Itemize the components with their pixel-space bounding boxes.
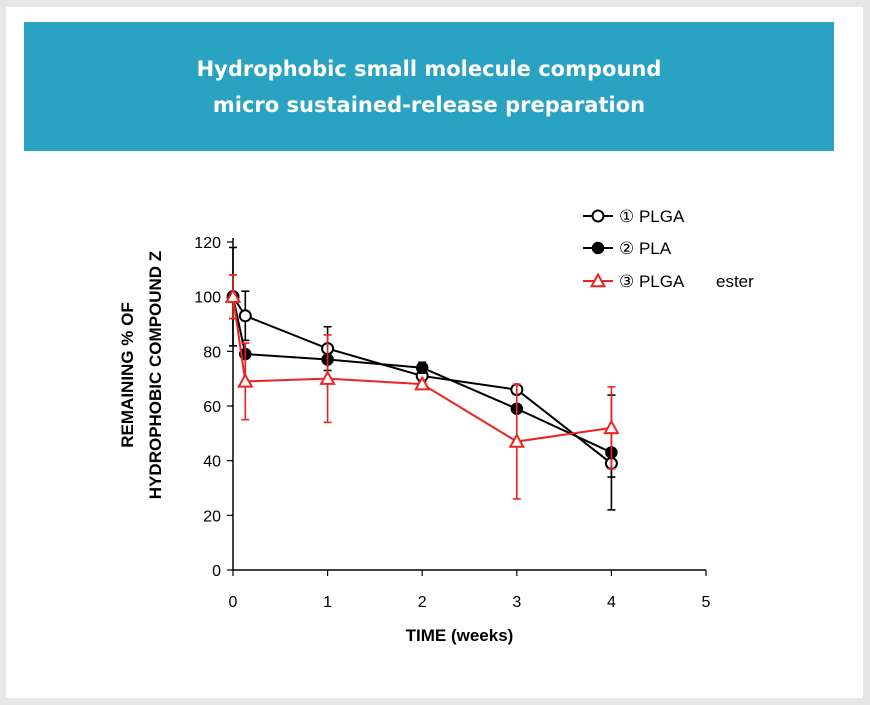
y-tick-label: 20 <box>203 508 221 525</box>
y-tick-label: 0 <box>212 563 221 580</box>
y-tick-label: 80 <box>203 344 221 361</box>
x-tick-label: 3 <box>512 594 521 611</box>
y-axis-label-line-2: HYDROPHOBIC COMPOUND Z <box>146 251 165 499</box>
series-line-3 <box>232 296 612 443</box>
data-point <box>238 309 252 323</box>
series-line-2 <box>232 296 612 454</box>
banner-title-line-1: Hydrophobic small molecule compound <box>196 56 662 81</box>
data-point <box>414 375 431 391</box>
x-tick-label: 0 <box>229 594 238 611</box>
data-point <box>237 372 254 388</box>
x-axis-label: TIME (weeks) <box>406 626 514 645</box>
legend-label: ③ PLGA <box>619 272 685 291</box>
x-tick-label: 4 <box>607 594 616 611</box>
data-point <box>603 419 620 435</box>
data-point <box>508 432 525 448</box>
y-axis-label-line-1: REMAINING % OF <box>118 302 137 447</box>
x-tick-label: 1 <box>323 594 332 611</box>
data-point <box>224 288 242 303</box>
y-tick-label: 40 <box>203 454 221 471</box>
banner-title-line-2: micro sustained-release preparation <box>212 92 646 117</box>
y-tick-label: 100 <box>194 290 221 307</box>
legend-marker <box>591 209 605 223</box>
title-banner: Hydrophobic small molecule compound micr… <box>24 22 834 151</box>
legend-label: ① PLGA <box>619 207 685 226</box>
x-tick-label: 5 <box>702 594 711 611</box>
legend-label-suffix: ester <box>716 272 754 291</box>
legend-marker <box>591 241 605 255</box>
legend-label: ② PLA <box>619 239 672 258</box>
data-point <box>415 361 429 374</box>
x-tick-label: 2 <box>418 594 427 611</box>
y-tick-label: 120 <box>194 235 221 252</box>
legend-marker <box>589 272 607 288</box>
data-point <box>319 370 336 385</box>
y-tick-label: 60 <box>203 399 221 416</box>
